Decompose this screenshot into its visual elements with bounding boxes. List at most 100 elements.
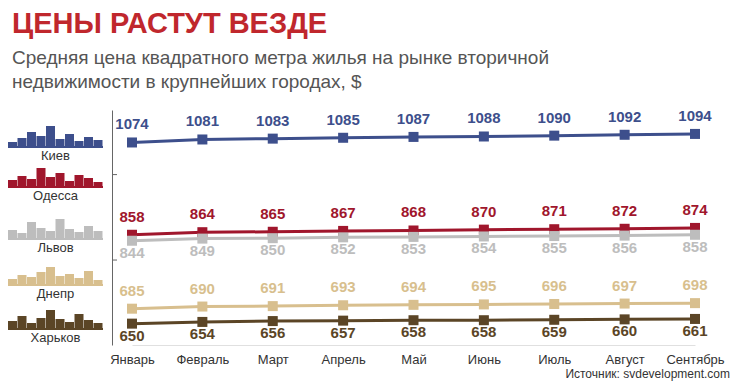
x-tick: Январь — [110, 345, 155, 367]
skyline — [27, 132, 36, 148]
legend-item: Харьков — [8, 310, 103, 345]
skyline — [37, 168, 46, 188]
x-tick: Сентябрь — [666, 345, 724, 367]
data-label: 871 — [542, 202, 567, 219]
x-axis: Январь Февраль Март Апрель Май Июнь Июль Август… — [110, 345, 725, 367]
data-label: 691 — [260, 279, 285, 296]
subtitle-line: Средняя цена квадратного метра жилья на … — [12, 47, 549, 68]
marker — [197, 134, 207, 144]
data-label: 693 — [331, 278, 356, 295]
data-label: 1090 — [538, 109, 571, 126]
skyline — [27, 222, 36, 240]
data-label: 1087 — [397, 110, 430, 127]
data-label: 650 — [119, 327, 144, 344]
x-tick: Февраль — [176, 345, 229, 367]
marker — [479, 131, 489, 141]
data-label: 697 — [612, 277, 637, 294]
data-label: 855 — [542, 239, 567, 256]
y-tick-mark — [112, 260, 117, 261]
x-tick: Июнь — [468, 345, 501, 367]
legend-item: Одесса — [8, 168, 103, 203]
subtitle: Средняя цена квадратного метра жилья на … — [12, 47, 549, 92]
x-tick: Июль — [538, 345, 571, 367]
data-label: 854 — [471, 239, 497, 256]
data-label: 1094 — [678, 107, 712, 124]
data-label: 656 — [260, 324, 285, 341]
y-tick — [112, 260, 117, 261]
x-axis-line — [133, 345, 696, 346]
skyline — [46, 126, 55, 148]
data-label: 853 — [401, 240, 426, 257]
y-tick — [112, 174, 117, 175]
marker — [409, 300, 419, 310]
x-tick-label: Апрель — [322, 352, 366, 367]
data-label: 658 — [401, 323, 426, 340]
x-tick: Май — [401, 345, 426, 367]
title: ЦЕНЫ РАСТУТ ВЕЗДЕ — [12, 7, 327, 39]
data-label: 660 — [612, 322, 637, 339]
data-label: 870 — [471, 203, 496, 220]
legend-label: Киев — [41, 148, 70, 163]
data-label: 865 — [260, 205, 285, 222]
skyline — [46, 267, 55, 286]
data-label: 874 — [682, 201, 708, 218]
marker — [620, 299, 630, 309]
legend-label: Харьков — [31, 330, 81, 345]
marker — [690, 298, 700, 308]
data-label: 1088 — [467, 109, 500, 126]
data-label: 657 — [331, 324, 356, 341]
data-label: 661 — [682, 322, 707, 339]
marker — [268, 134, 278, 144]
marker — [620, 130, 630, 140]
marker — [409, 132, 419, 142]
skyline — [56, 219, 65, 240]
data-label: 685 — [119, 282, 144, 299]
y-axis — [112, 111, 117, 346]
marker — [690, 129, 700, 139]
data-label: 867 — [331, 204, 356, 221]
x-tick-label: Май — [401, 352, 426, 367]
legend-item: Киев — [8, 126, 103, 163]
data-label: 694 — [401, 278, 427, 295]
data-label: 1083 — [256, 112, 289, 129]
x-tick: Март — [258, 345, 289, 367]
x-tick: Август — [606, 345, 645, 367]
source: Источник: svdevelopment.com — [565, 367, 730, 381]
x-tick-label: Июль — [538, 352, 571, 367]
data-label: 852 — [331, 240, 356, 257]
marker — [549, 131, 559, 141]
data-label: 659 — [542, 323, 567, 340]
legend-label: Днепр — [37, 286, 74, 301]
x-tick-label: Сентябрь — [666, 352, 724, 367]
plot-area — [127, 129, 700, 329]
data-label: 695 — [471, 277, 496, 294]
legend-label: Одесса — [33, 188, 79, 203]
marker — [127, 304, 137, 314]
data-label: 696 — [542, 277, 567, 294]
data-label: 864 — [190, 205, 216, 222]
data-label: 654 — [190, 325, 216, 342]
x-tick: Апрель — [322, 345, 366, 367]
skyline — [56, 173, 65, 188]
legend-label: Львов — [37, 240, 73, 255]
data-label: 856 — [612, 239, 637, 256]
x-tick-label: Август — [606, 352, 645, 367]
data-label: 850 — [260, 241, 285, 258]
marker — [338, 300, 348, 310]
data-label: 698 — [682, 276, 707, 293]
marker — [549, 299, 559, 309]
data-label: 1074 — [115, 115, 149, 132]
x-tick-label: Февраль — [176, 352, 229, 367]
skyline — [75, 314, 84, 330]
skyline — [84, 271, 93, 286]
legend-item: Львов — [8, 219, 103, 255]
skyline — [37, 272, 46, 286]
skyline — [65, 134, 74, 148]
data-label: 844 — [119, 244, 145, 261]
skyline — [46, 310, 55, 330]
subtitle-line: недвижимости в крупнейших городах, $ — [12, 71, 362, 92]
marker — [479, 299, 489, 309]
y-tick-mark — [112, 174, 117, 175]
skyline — [84, 226, 93, 240]
x-tick-label: Январь — [110, 352, 155, 367]
